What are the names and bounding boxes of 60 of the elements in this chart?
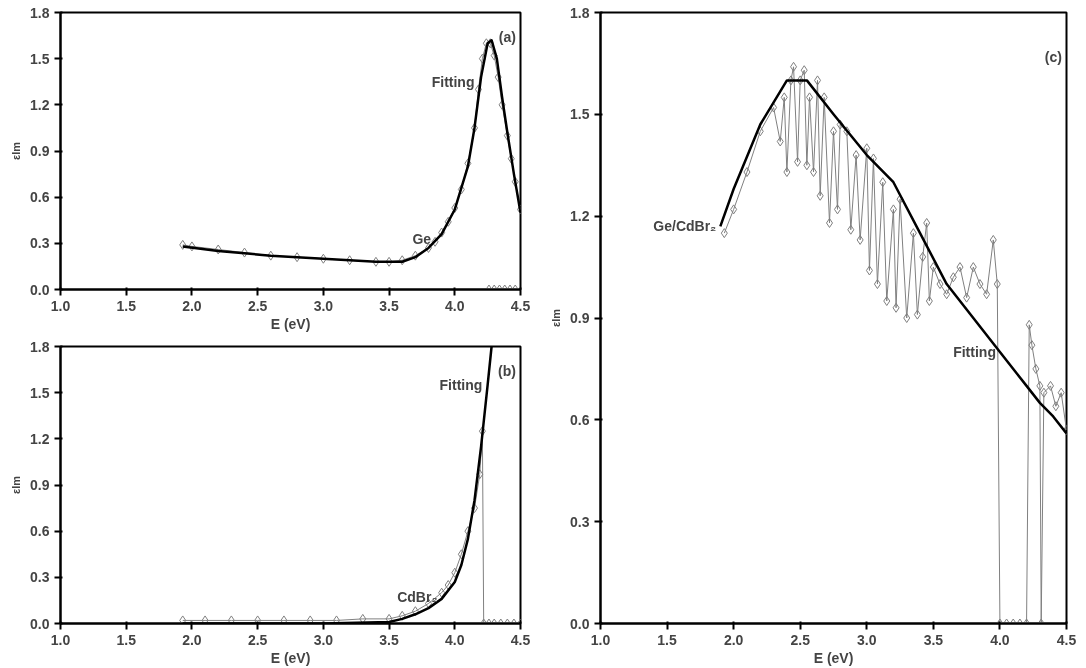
x-tick-label: 1.0	[590, 631, 611, 648]
x-tick-label: 2.5	[247, 631, 268, 648]
y-tick-label: 1.8	[570, 4, 590, 21]
x-tick-label: 2.0	[182, 631, 202, 648]
x-tick-label: 4.5	[510, 297, 531, 314]
x-tick-label: 3.5	[379, 297, 400, 314]
x-axis-title: E (eV)	[270, 649, 311, 666]
x-axis-title: E (eV)	[270, 315, 311, 332]
x-tick-label: 4.5	[510, 631, 531, 648]
y-tick-label: 0.6	[30, 189, 50, 206]
x-tick-label: 2.5	[790, 631, 811, 648]
y-tick-label: 1.5	[570, 106, 590, 123]
x-tick-label: 3.0	[857, 631, 877, 648]
annotation: Ge	[412, 230, 432, 247]
y-axis-title: εIm	[550, 308, 563, 328]
y-tick-label: 0.0	[30, 615, 50, 632]
x-tick-label: 1.0	[50, 297, 71, 314]
annotation: Fitting	[439, 376, 483, 393]
y-tick-label: 0.9	[30, 143, 50, 159]
y-tick-label: 0.6	[30, 523, 50, 540]
x-tick-label: 4.0	[445, 297, 465, 314]
y-tick-label: 0.0	[570, 615, 590, 632]
y-axis-title: εIm	[10, 475, 23, 495]
y-tick-label: 1.5	[30, 384, 50, 401]
x-tick-label: 4.5	[1056, 631, 1077, 648]
x-tick-label: 3.5	[923, 631, 944, 648]
y-tick-label: 1.5	[30, 50, 50, 67]
y-tick-label: 0.3	[30, 235, 50, 252]
y-tick-label: 1.8	[30, 338, 50, 355]
x-tick-label: 4.0	[445, 631, 465, 648]
y-tick-label: 1.2	[30, 96, 50, 113]
annotation: (b)	[498, 363, 516, 380]
y-tick-label: 0.6	[570, 411, 590, 428]
annotation: (a)	[498, 29, 516, 46]
annotation: (c)	[1044, 49, 1062, 66]
y-axis-title: εIm	[10, 141, 23, 161]
y-tick-label: 0.0	[30, 281, 50, 298]
y-tick-label: 1.2	[30, 430, 50, 447]
annotation: Ge/CdBr₂	[653, 218, 717, 235]
x-tick-label: 3.0	[313, 631, 334, 648]
x-tick-label: 4.0	[990, 631, 1010, 648]
annotation: Fitting	[431, 73, 475, 90]
x-tick-label: 2.0	[182, 297, 202, 314]
x-tick-label: 1.0	[50, 631, 71, 648]
y-tick-label: 0.9	[30, 477, 50, 493]
x-tick-label: 3.0	[313, 297, 334, 314]
x-tick-label: 1.5	[657, 631, 678, 648]
y-tick-label: 0.3	[570, 513, 590, 530]
y-tick-label: 1.8	[30, 4, 50, 21]
x-tick-label: 2.0	[723, 631, 744, 648]
y-tick-label: 1.2	[570, 208, 590, 225]
annotation: Fitting	[953, 343, 996, 360]
x-tick-label: 3.5	[379, 631, 400, 648]
y-tick-label: 0.9	[570, 310, 590, 326]
x-axis-title: E (eV)	[813, 649, 854, 666]
x-tick-label: 1.5	[116, 297, 137, 314]
y-tick-label: 0.3	[30, 569, 50, 586]
annotation: CdBr₂	[397, 589, 438, 606]
x-tick-label: 2.5	[247, 297, 268, 314]
x-tick-label: 1.5	[116, 631, 137, 648]
